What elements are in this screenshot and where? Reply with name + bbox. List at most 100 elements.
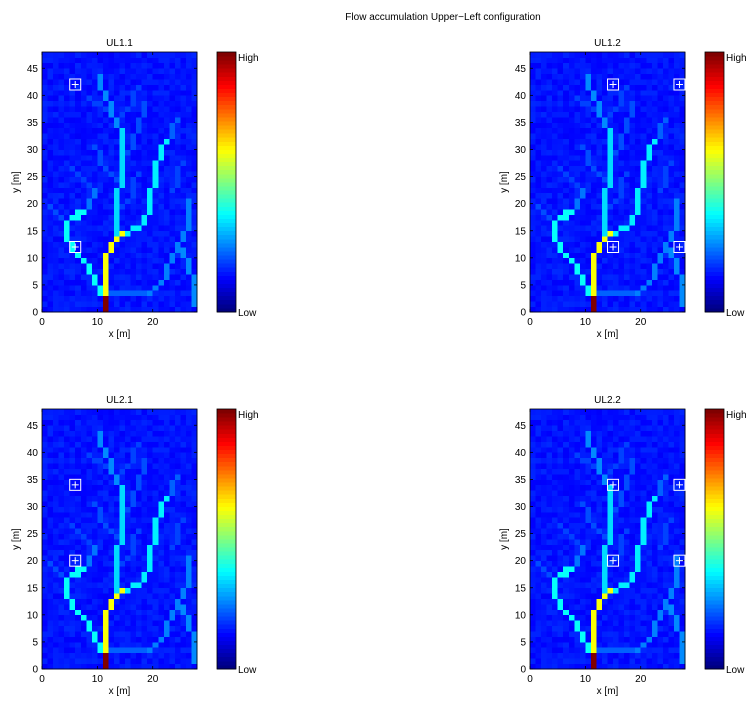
colorbar-segment [217,518,236,524]
heatmap-cell [97,274,104,280]
heatmap-cell [535,138,542,145]
heatmap-cell [629,203,636,210]
heatmap-cell [58,604,65,610]
heatmap-cell [646,68,653,75]
heatmap-cell [64,544,71,551]
heatmap-cell [64,576,71,583]
heatmap-cell [596,620,603,627]
heatmap-cell [136,517,142,524]
heatmap-cell [147,176,154,183]
heatmap-cell [119,539,126,545]
heatmap-cell [47,560,54,567]
heatmap-cell [80,187,87,194]
heatmap-cell [673,247,680,253]
heatmap-cell [530,566,536,572]
heatmap-cell [546,241,553,248]
heatmap-cell [174,257,181,264]
heatmap-cell [579,100,586,107]
heatmap-cell [141,631,148,637]
heatmap-cell [535,236,542,242]
heatmap-cell [579,84,586,91]
heatmap-cell [75,268,82,275]
heatmap-cell [541,192,547,199]
heatmap-cell [108,73,115,80]
heatmap-cell [53,68,59,75]
heatmap-cell [80,566,87,572]
heatmap-cell [185,95,192,102]
heatmap-cell [191,192,198,199]
heatmap-cell [191,636,198,643]
heatmap-cell [635,306,642,313]
heatmap-cell [102,501,109,507]
heatmap-cell [563,187,570,194]
heatmap-cell [596,598,603,605]
heatmap-cell [651,106,658,112]
y-tick-label: 5 [32,280,38,291]
heatmap-cell [546,658,553,664]
heatmap-cell [69,571,76,578]
heatmap-cell [557,425,564,432]
heatmap-cell [624,187,630,194]
heatmap-cell [97,598,104,605]
heatmap-cell [596,62,603,69]
heatmap-cell [563,457,570,464]
heatmap-cell [158,192,165,199]
heatmap-cell [552,160,559,167]
heatmap-cell [585,100,592,107]
heatmap-cell [530,576,536,583]
heatmap-cell [163,241,170,248]
heatmap-cell [180,539,187,545]
heatmap-cell [530,187,536,194]
heatmap-cell [191,425,198,432]
heatmap-cell [42,154,48,161]
heatmap-cell [546,84,553,91]
heatmap-cell [563,571,570,578]
heatmap-cell [618,241,625,248]
heatmap-cell [141,544,148,551]
heatmap-cell [579,247,586,253]
heatmap-cell [69,257,76,264]
heatmap-cell [673,230,680,237]
heatmap-cell [629,182,636,188]
heatmap-cell [635,138,642,145]
heatmap-cell [147,144,154,150]
heatmap-cell [119,430,126,437]
heatmap-cell [579,225,586,232]
heatmap-cell [158,544,165,551]
heatmap-cell [174,419,181,426]
heatmap-cell [91,539,98,545]
heatmap-cell [552,544,559,551]
heatmap-cell [108,528,115,534]
heatmap-cell [541,279,547,286]
heatmap-cell [191,609,198,616]
heatmap-cell [191,441,198,448]
colorbar-frame [216,51,237,313]
heatmap-cell [47,68,54,75]
y-tick-label: 30 [515,145,527,156]
heatmap-cell [563,555,570,562]
heatmap-cell [530,452,536,459]
heatmap-cell [546,414,553,421]
heatmap-cell [668,182,675,188]
heatmap-cell [108,301,115,307]
heatmap-cell [141,117,148,123]
colorbar-segment [217,612,236,617]
heatmap-cell [42,636,48,643]
heatmap-cell [579,436,586,442]
heatmap-cell [629,165,636,172]
marker [607,78,620,91]
heatmap-cell [64,658,71,664]
heatmap-cell [42,604,48,610]
marker [607,241,620,253]
heatmap-cell [635,89,642,96]
heatmap-cell [113,274,120,280]
heatmap-cell [113,182,120,188]
heatmap-cell [141,566,148,572]
heatmap-cell [530,457,536,464]
heatmap-cell [590,571,597,578]
heatmap-cell [91,274,98,280]
heatmap-cell [541,62,547,69]
heatmap-cell [69,214,76,221]
heatmap-cell [136,176,142,183]
